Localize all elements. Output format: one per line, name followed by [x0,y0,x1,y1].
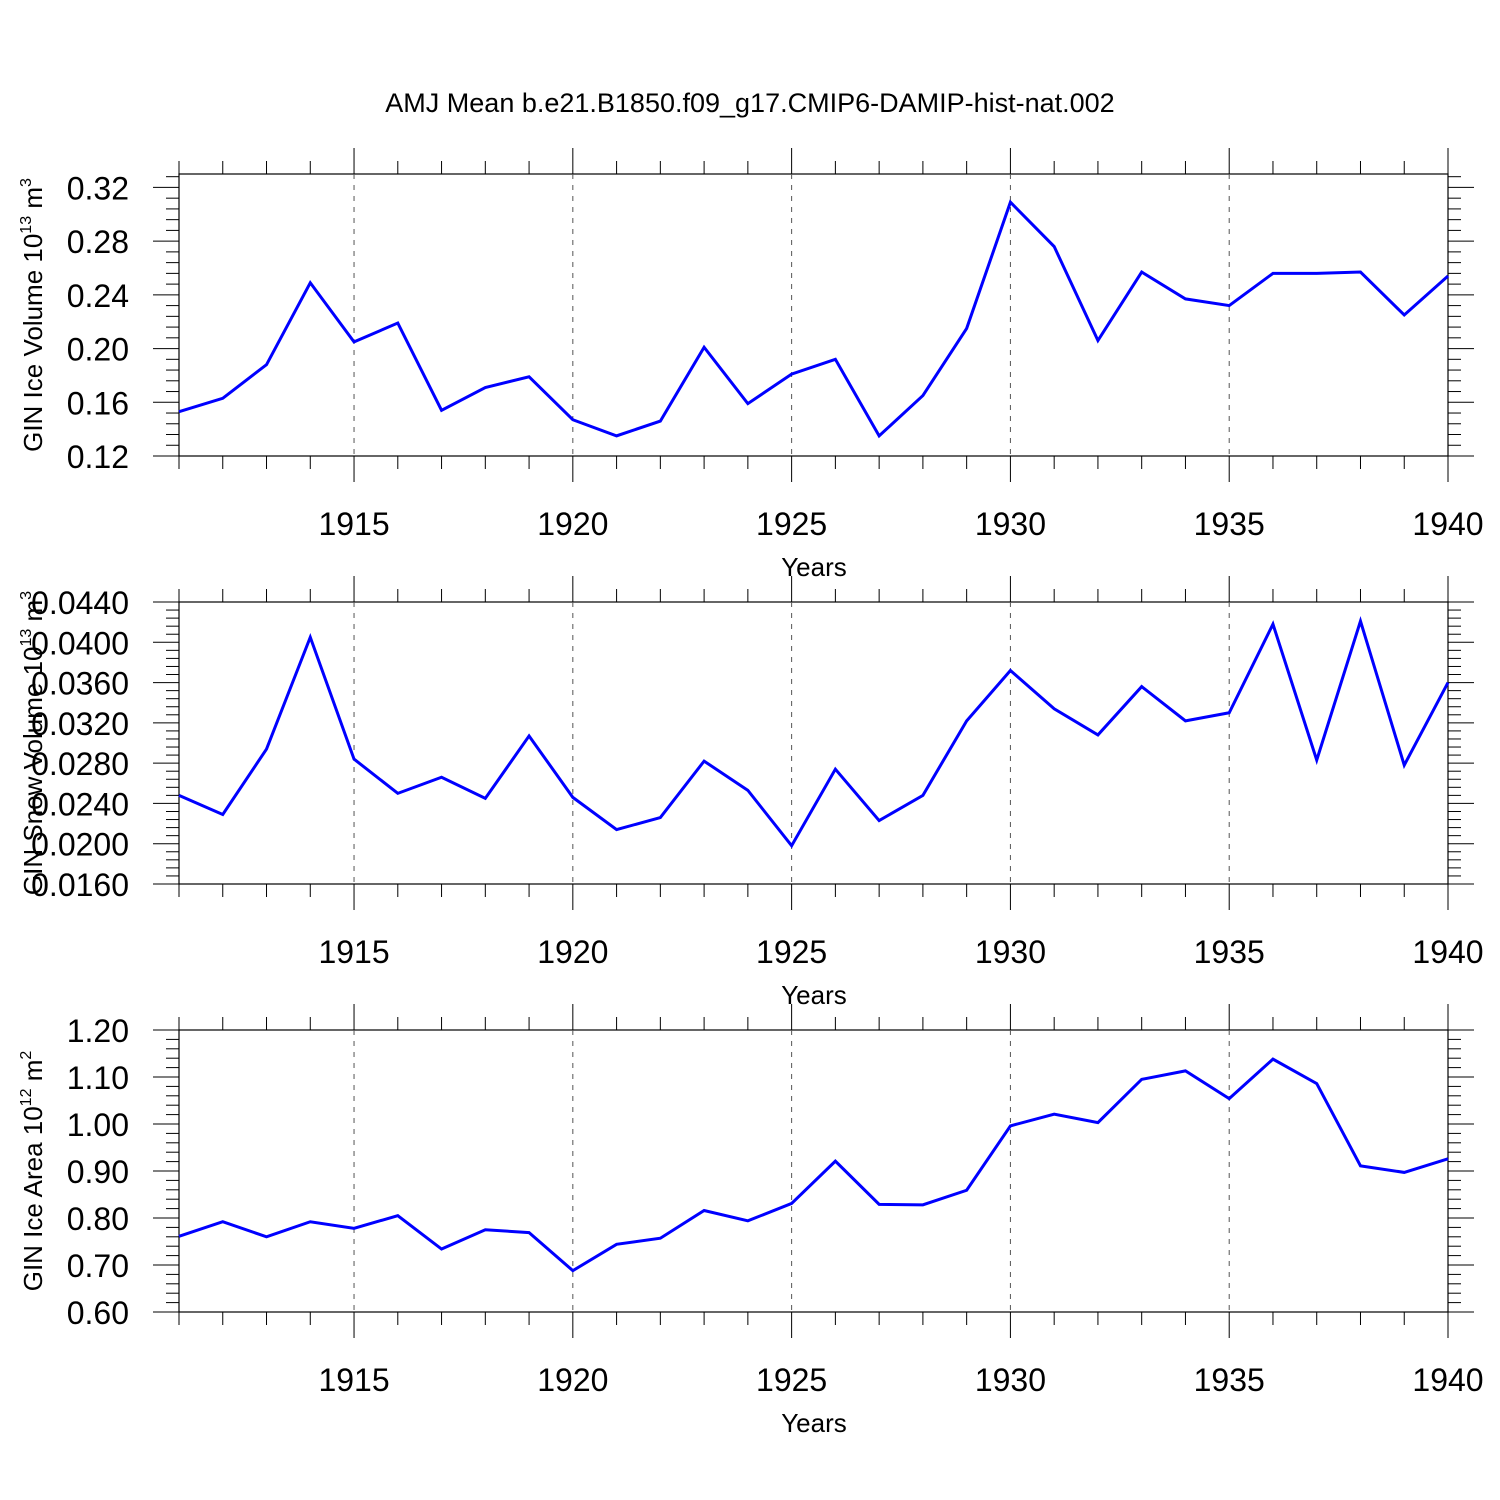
y-axis-label-text: GIN Ice Area 10 [18,1106,48,1291]
x-tick-label: 1935 [1194,934,1265,970]
y-tick-label: 0.16 [67,385,129,421]
x-tick-label: 1940 [1412,934,1483,970]
y-axis-label-unit: m [18,1060,48,1089]
x-tick-label: 1925 [756,1362,827,1398]
y-axis-label-unit-exponent: 3 [18,591,35,600]
x-axis-label: Years [781,1408,847,1438]
y-tick-label: 1.10 [67,1060,129,1096]
y-tick-label: 0.0440 [31,585,129,621]
y-tick-label: 0.12 [67,439,129,475]
x-tick-label: 1915 [318,1362,389,1398]
y-tick-label: 0.20 [67,332,129,368]
x-tick-label: 1915 [318,506,389,542]
x-axis-label: Years [781,980,847,1010]
y-axis-label: GIN Ice Volume 1013 m3 [18,178,48,452]
x-tick-label: 1930 [975,506,1046,542]
x-tick-label: 1920 [537,506,608,542]
y-axis-label-unit: m [18,187,48,216]
plot-frame [178,601,1449,885]
y-axis-label-exponent: 13 [18,629,35,647]
y-axis-label-unit-exponent: 2 [18,1051,35,1060]
y-tick-label: 0.28 [67,224,129,260]
y-axis-label: GIN Ice Area 1012 m2 [18,1051,48,1292]
y-tick-label: 0.80 [67,1201,129,1237]
y-tick-label: 0.32 [67,170,129,206]
data-series-line [178,1057,1449,1273]
x-tick-label: 1935 [1194,1362,1265,1398]
y-tick-label: 1.00 [67,1107,129,1143]
y-tick-label: 0.60 [67,1295,129,1331]
y-tick-label: 0.24 [67,278,129,314]
figure-title: AMJ Mean b.e21.B1850.f09_g17.CMIP6-DAMIP… [385,88,1114,118]
data-series-line [178,199,1449,439]
x-tick-label: 1920 [537,934,608,970]
y-tick-label: 0.0400 [31,625,129,661]
x-tick-label: 1940 [1412,506,1483,542]
y-tick-label: 0.0360 [31,666,129,702]
y-axis-label: GIN Snow Volume 1013 m3 [18,591,48,895]
x-tick-label: 1925 [756,506,827,542]
y-tick-label: 1.20 [67,1013,129,1049]
x-tick-label: 1920 [537,1362,608,1398]
y-tick-label: 0.0200 [31,827,129,863]
y-tick-label: 0.0160 [31,867,129,903]
y-axis-label-unit-exponent: 3 [18,178,35,187]
panel-2: 1915 1920 1925 1930 1935 1940 0.0160 0.0200 0.02… [18,576,1484,1010]
x-tick-label: 1915 [318,934,389,970]
x-tick-label: 1935 [1194,506,1265,542]
panel-1: 1915 1920 1925 1930 1935 1940 0.12 0.16 0.20 0.24… [18,148,1484,582]
y-axis-label-text: GIN Snow Volume 10 [18,647,48,896]
y-axis-label-text: GIN Ice Volume 10 [18,234,48,452]
y-axis-label-unit: m [18,600,48,629]
y-axis-label-exponent: 12 [18,1088,35,1106]
y-tick-label: 0.0280 [31,746,129,782]
data-series-line [178,616,1450,849]
x-tick-label: 1930 [975,934,1046,970]
y-axis-label-exponent: 13 [18,216,35,234]
y-tick-label: 0.0320 [31,706,129,742]
y-tick-label: 0.90 [67,1154,129,1190]
plot-frame [178,173,1449,457]
x-tick-label: 1930 [975,1362,1046,1398]
x-tick-label: 1925 [756,934,827,970]
y-tick-label: 0.0240 [31,786,129,822]
x-tick-label: 1940 [1412,1362,1483,1398]
x-axis-label: Years [781,552,847,582]
panel-3: 1915 1920 1925 1930 1935 1940 0.60 0.70 0.80 0.90… [18,1004,1484,1438]
y-tick-label: 0.70 [67,1248,129,1284]
